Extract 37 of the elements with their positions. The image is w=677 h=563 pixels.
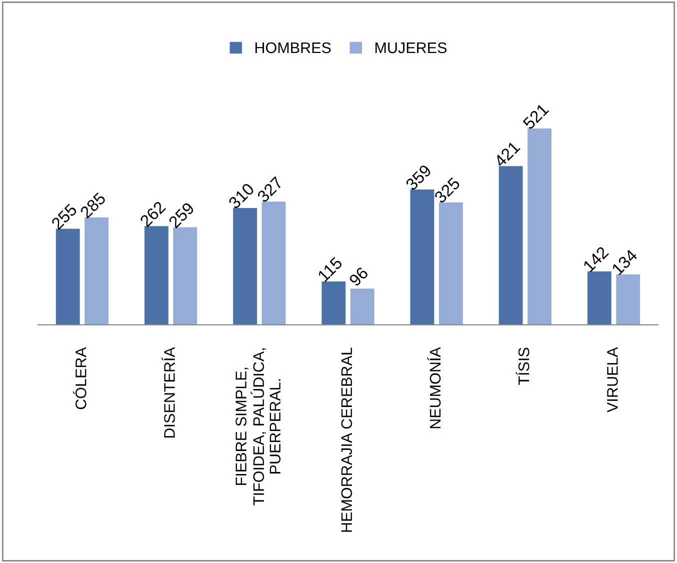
bar (616, 274, 640, 325)
data-label: 359 (404, 164, 432, 192)
bar (587, 271, 612, 325)
bar (438, 202, 463, 325)
x-tick-label: CÓLERA (72, 347, 86, 410)
data-label: 421 (493, 140, 520, 168)
legend-label: MUJERES (375, 42, 447, 54)
data-label: 96 (348, 266, 369, 287)
x-tick-label: FIEBRE SIMPLE, TIFOIDEA, PALÚDICA, PUERPERAL. (236, 348, 281, 506)
x-tick-label: TÍSIS (516, 348, 530, 385)
bar (144, 226, 168, 325)
bar (56, 228, 80, 325)
data-label: 259 (168, 202, 195, 229)
data-label: 521 (522, 102, 550, 130)
x-tick-label: NEUMONÍA (427, 347, 441, 428)
bar (233, 208, 257, 325)
bar (173, 227, 198, 325)
data-label: 134 (611, 248, 638, 276)
data-label: 325 (434, 176, 461, 204)
bar (528, 128, 552, 325)
bar (410, 190, 434, 325)
bar (350, 288, 374, 325)
data-label: 255 (50, 203, 78, 230)
data-label: 310 (228, 182, 255, 210)
data-label: 142 (582, 246, 609, 272)
data-label: 285 (79, 192, 106, 219)
legend-label: HOMBRES (255, 42, 331, 54)
bar (322, 282, 346, 325)
bar (84, 217, 109, 325)
x-tick-label: HEMORRAJIA CEREBRAL (341, 348, 352, 532)
data-label: 262 (139, 200, 166, 228)
x-tick-label: DISENTERÍA (162, 347, 175, 438)
bar (262, 202, 286, 325)
bar (498, 166, 523, 325)
data-label: 327 (256, 176, 284, 204)
x-tick-label: VIRUELA (607, 347, 618, 412)
data-label: 115 (317, 256, 343, 282)
